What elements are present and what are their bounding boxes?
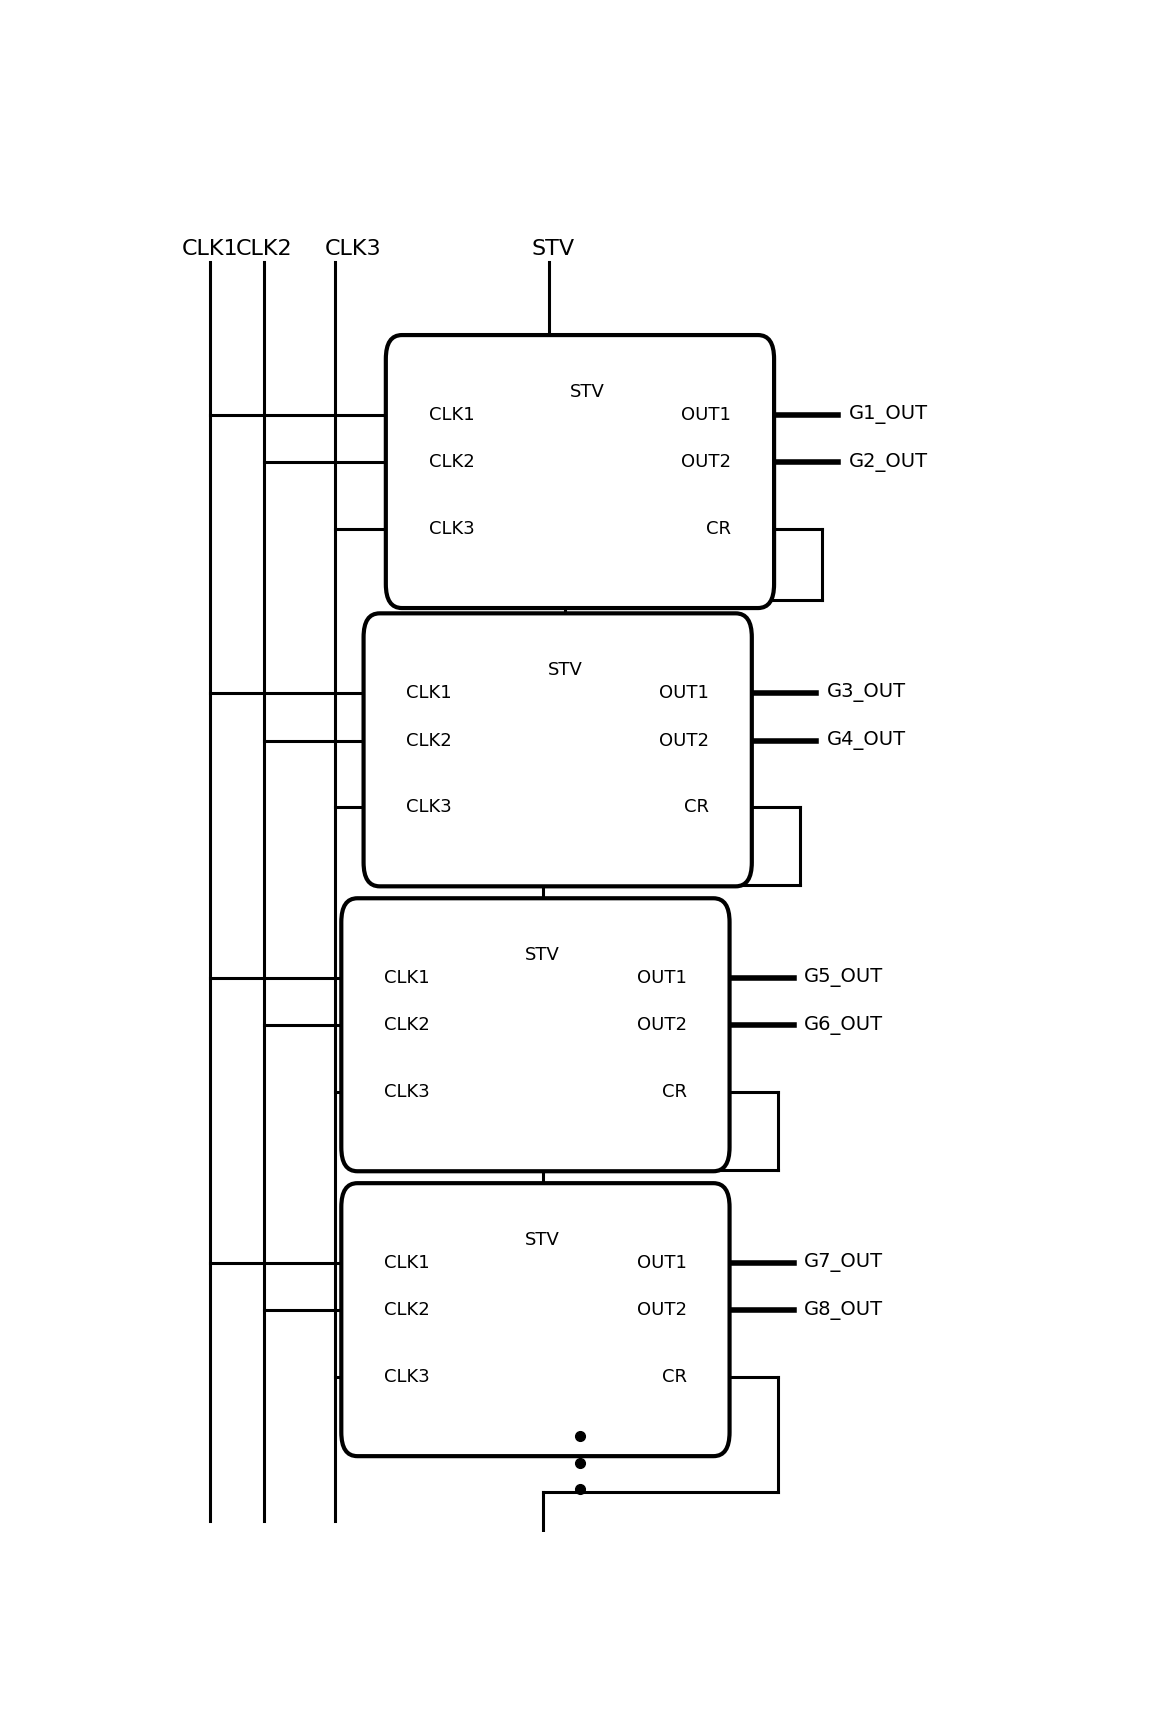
Text: STV: STV bbox=[525, 1231, 560, 1249]
Text: CLK3: CLK3 bbox=[429, 520, 475, 537]
Text: STV: STV bbox=[547, 661, 583, 680]
Text: G3_OUT: G3_OUT bbox=[826, 683, 905, 702]
Text: OUT2: OUT2 bbox=[637, 1017, 687, 1034]
FancyBboxPatch shape bbox=[386, 336, 774, 608]
Text: CLK1: CLK1 bbox=[384, 1253, 430, 1272]
Text: OUT1: OUT1 bbox=[660, 683, 709, 702]
Text: CLK1: CLK1 bbox=[407, 683, 452, 702]
Text: CR: CR bbox=[707, 520, 732, 537]
Text: G8_OUT: G8_OUT bbox=[804, 1301, 884, 1320]
Text: OUT2: OUT2 bbox=[637, 1301, 687, 1320]
Text: G7_OUT: G7_OUT bbox=[804, 1253, 884, 1272]
Text: CR: CR bbox=[684, 799, 709, 816]
Text: CR: CR bbox=[662, 1368, 687, 1385]
Text: CLK1: CLK1 bbox=[182, 239, 239, 258]
Text: STV: STV bbox=[570, 384, 604, 401]
Text: CLK2: CLK2 bbox=[429, 453, 475, 472]
Text: STV: STV bbox=[532, 239, 574, 258]
Text: CR: CR bbox=[662, 1083, 687, 1101]
Text: CLK3: CLK3 bbox=[324, 239, 381, 258]
Text: OUT1: OUT1 bbox=[681, 406, 732, 423]
Text: CLK3: CLK3 bbox=[384, 1083, 430, 1101]
Text: CLK2: CLK2 bbox=[384, 1017, 430, 1034]
FancyBboxPatch shape bbox=[341, 898, 730, 1172]
Text: OUT2: OUT2 bbox=[681, 453, 732, 472]
FancyBboxPatch shape bbox=[341, 1182, 730, 1456]
Text: CLK2: CLK2 bbox=[236, 239, 292, 258]
Text: OUT1: OUT1 bbox=[637, 1253, 687, 1272]
Text: CLK3: CLK3 bbox=[407, 799, 452, 816]
Text: G1_OUT: G1_OUT bbox=[849, 404, 928, 423]
Text: CLK1: CLK1 bbox=[429, 406, 475, 423]
Text: OUT1: OUT1 bbox=[637, 969, 687, 986]
Text: G4_OUT: G4_OUT bbox=[826, 731, 905, 750]
Text: G6_OUT: G6_OUT bbox=[804, 1015, 884, 1034]
Text: G2_OUT: G2_OUT bbox=[849, 453, 928, 472]
Text: G5_OUT: G5_OUT bbox=[804, 969, 884, 988]
Text: CLK2: CLK2 bbox=[384, 1301, 430, 1320]
Text: STV: STV bbox=[525, 947, 560, 964]
FancyBboxPatch shape bbox=[363, 613, 751, 886]
Text: CLK3: CLK3 bbox=[384, 1368, 430, 1385]
Text: OUT2: OUT2 bbox=[660, 731, 709, 750]
Text: CLK1: CLK1 bbox=[384, 969, 430, 986]
Text: CLK2: CLK2 bbox=[407, 731, 452, 750]
